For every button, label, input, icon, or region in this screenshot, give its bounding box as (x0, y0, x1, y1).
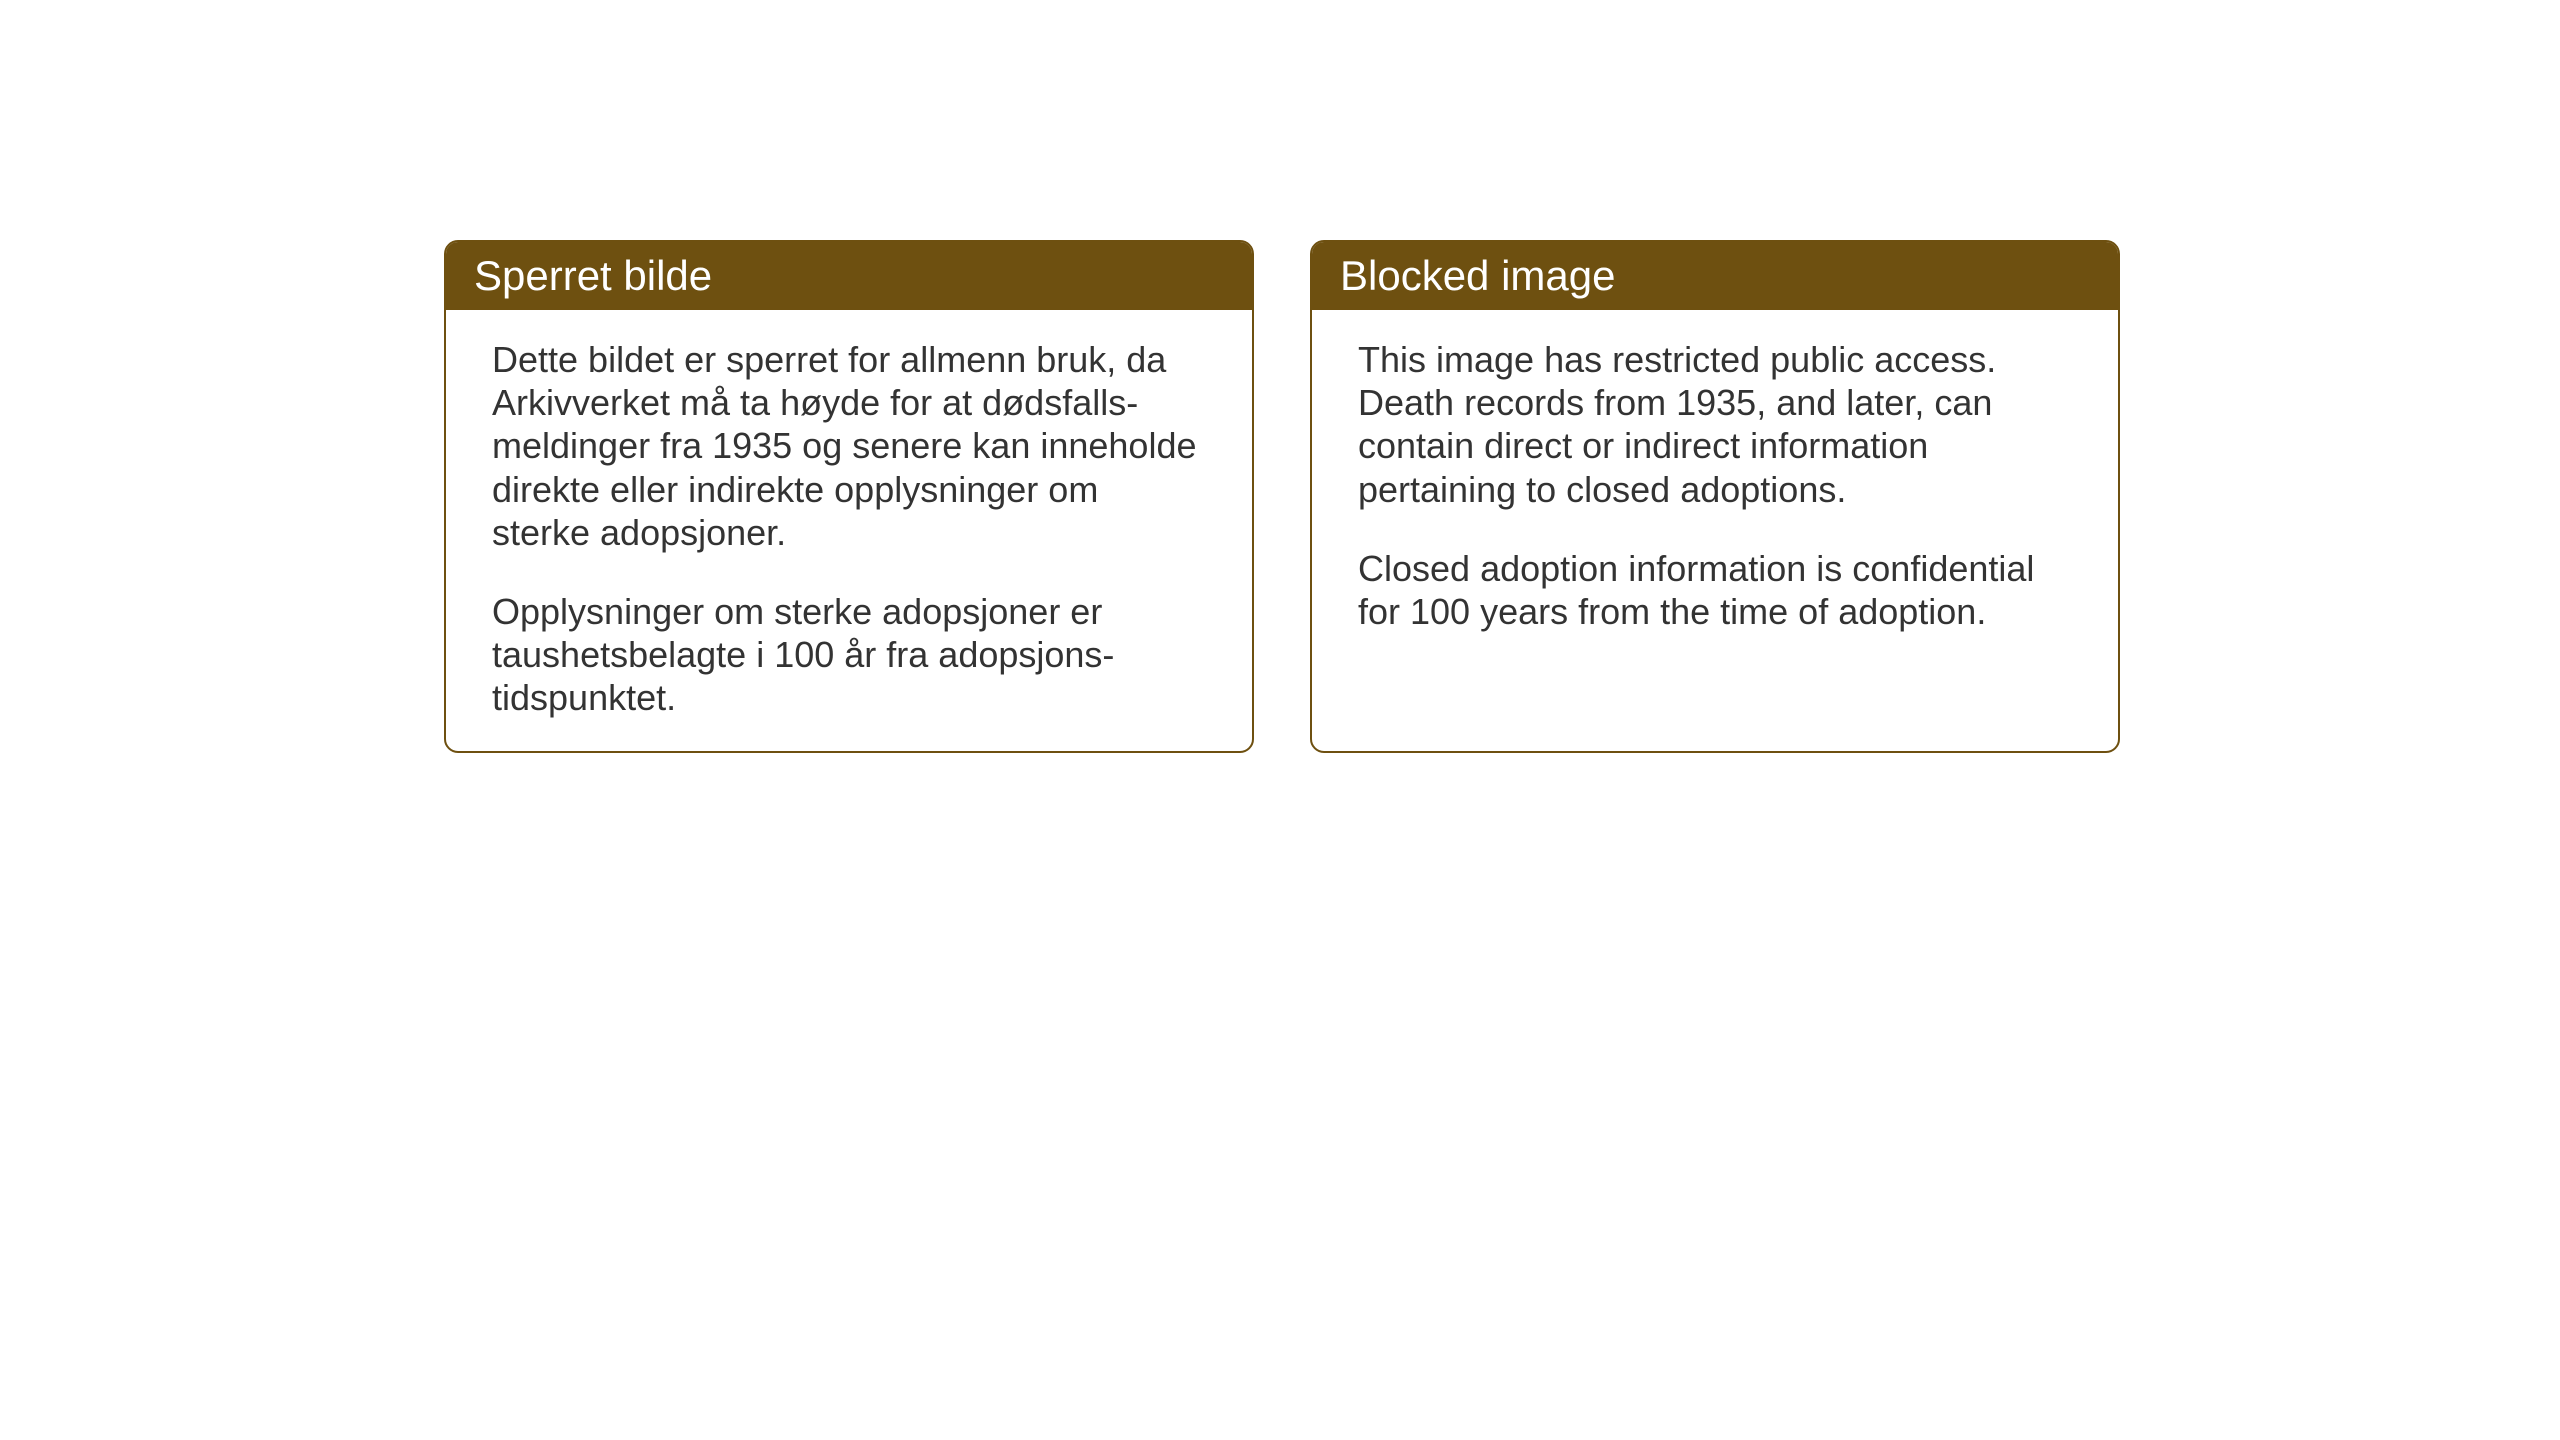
card-title-english: Blocked image (1340, 252, 1615, 299)
notice-card-norwegian: Sperret bilde Dette bildet er sperret fo… (444, 240, 1254, 753)
card-paragraph-norwegian-2: Opplysninger om sterke adopsjoner er tau… (492, 590, 1206, 720)
notice-card-english: Blocked image This image has restricted … (1310, 240, 2120, 753)
card-body-english: This image has restricted public access.… (1312, 310, 2118, 673)
card-header-norwegian: Sperret bilde (446, 242, 1252, 310)
card-title-norwegian: Sperret bilde (474, 252, 712, 299)
card-paragraph-norwegian-1: Dette bildet er sperret for allmenn bruk… (492, 338, 1206, 554)
card-paragraph-english-1: This image has restricted public access.… (1358, 338, 2072, 511)
notice-container: Sperret bilde Dette bildet er sperret fo… (444, 240, 2120, 753)
card-body-norwegian: Dette bildet er sperret for allmenn bruk… (446, 310, 1252, 753)
card-paragraph-english-2: Closed adoption information is confident… (1358, 547, 2072, 633)
card-header-english: Blocked image (1312, 242, 2118, 310)
